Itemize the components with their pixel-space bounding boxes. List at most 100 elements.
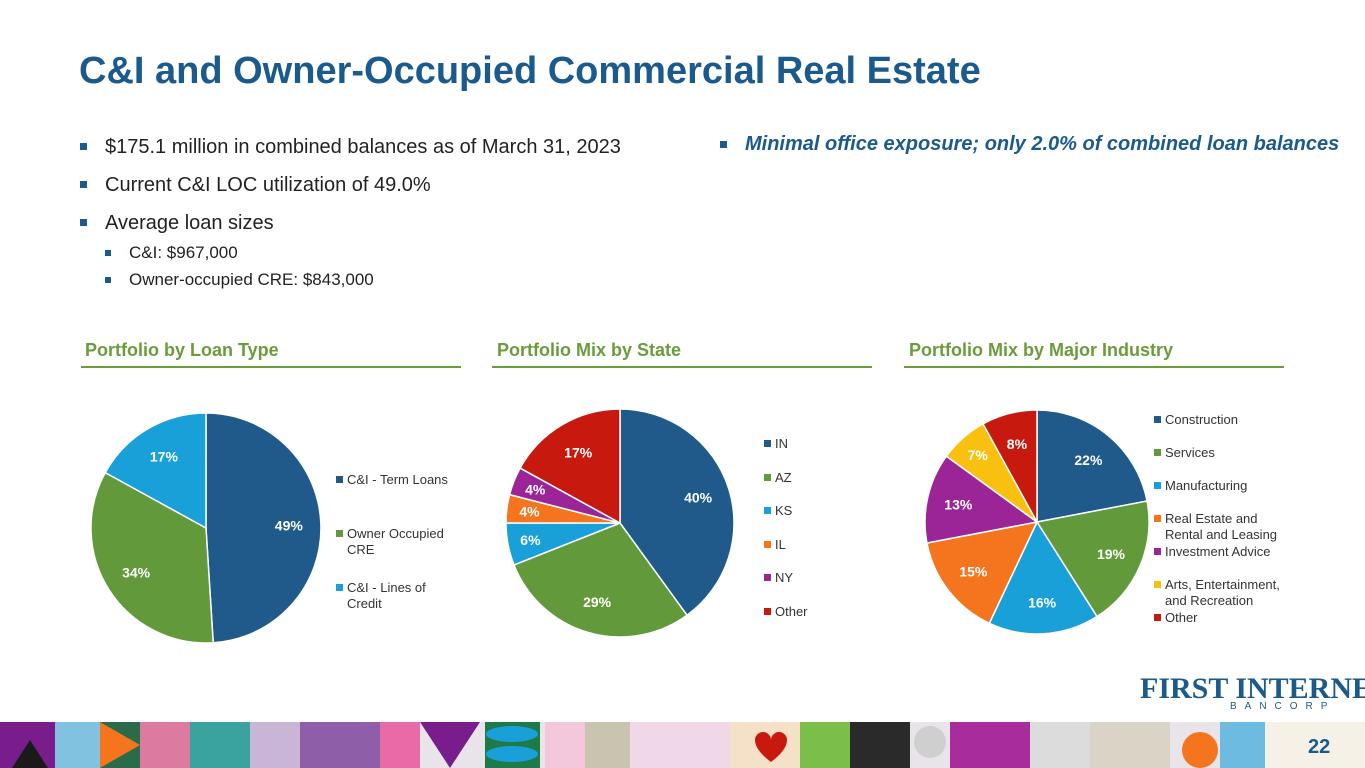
data-label-construction: 22%: [1074, 452, 1103, 468]
data-label-il: 4%: [519, 504, 540, 520]
pie-industry: 22% 19% 16% 15% 13% 7% 8%: [924, 409, 1150, 635]
company-logo: FIRST INTERNET BANCORP: [1140, 672, 1365, 712]
bullet-combined-balances: $175.1 million in combined balances as o…: [80, 134, 720, 160]
pie-slice-other: [519, 408, 621, 525]
legend-item-c-i-term-loans: C&I - Term Loans: [336, 472, 458, 488]
pie-slice-services: [1035, 500, 1150, 618]
pie-slice-real-estate-and-rental-and-leasing: [926, 520, 1039, 625]
legend-label: Real Estate and Rental and Leasing: [1165, 511, 1278, 542]
legend-item-investment-advice: Investment Advice: [1154, 544, 1296, 560]
legend-swatch: [336, 584, 343, 591]
pie-slice-az: [513, 522, 689, 638]
legend-label: KS: [775, 503, 793, 518]
chart-title-loan-type: Portfolio by Loan Type: [85, 340, 279, 360]
chart-title-state: Portfolio Mix by State: [497, 340, 682, 360]
pie-slice-in: [619, 408, 735, 617]
data-label-services: 19%: [1097, 546, 1126, 562]
data-label-other: 17%: [564, 444, 593, 460]
legend-swatch: [336, 530, 343, 537]
legend-swatch: [1154, 416, 1161, 423]
legend-item-az: AZ: [764, 470, 876, 486]
pie-slice-construction: [1036, 409, 1148, 523]
data-label-az: 29%: [583, 594, 612, 610]
data-label-investment-advice: 13%: [944, 496, 973, 512]
page-title: C&I and Owner-Occupied Commercial Real E…: [79, 50, 981, 92]
legend-item-arts-entertainment-and-recreation: Arts, Entertainment, and Recreation: [1154, 577, 1296, 609]
legend-label: Investment Advice: [1165, 544, 1271, 559]
pie-loan-type: 49% 34% 17%: [90, 412, 322, 644]
chart-loan-type: 49% 34% 17% C&I - Term Loans Owner Occupied…: [80, 380, 470, 660]
legend-label: IN: [775, 436, 788, 451]
chart-title-industry: Portfolio Mix by Major Industry: [909, 340, 1174, 360]
legend-swatch: [336, 476, 343, 483]
data-label-real-estate-and-rental-and-leasing: 15%: [959, 563, 988, 579]
legend-swatch: [1154, 581, 1161, 588]
subbullet-ci-size: C&I: $967,000: [80, 242, 720, 264]
bullet-loc-utilization: Current C&I LOC utilization of 49.0%: [80, 172, 720, 198]
section-divider: [492, 366, 872, 368]
legend-item-owner-occupied-cre: Owner Occupied CRE: [336, 526, 458, 558]
data-label-arts-entertainment-and-recreation: 7%: [968, 447, 989, 463]
pie-state: 40% 29% 6% 4% 4% 17%: [505, 408, 735, 638]
bullet-office-exposure: Minimal office exposure; only 2.0% of co…: [720, 132, 1345, 157]
data-label-c-i-term-loans: 49%: [275, 517, 304, 533]
legend-label: Construction: [1165, 412, 1238, 427]
data-label-c-i-lines-of-credit: 17%: [150, 449, 179, 465]
legend-item-manufacturing: Manufacturing: [1154, 478, 1296, 494]
legend-label: C&I - Term Loans: [347, 472, 448, 487]
legend-label: NY: [775, 570, 794, 585]
legend-item-il: IL: [764, 537, 876, 553]
legend-label: C&I - Lines of Credit: [347, 580, 426, 611]
pie-slice-other: [982, 409, 1038, 523]
legend-label: Arts, Entertainment, and Recreation: [1165, 577, 1280, 608]
legend-swatch: [1154, 548, 1161, 555]
legend-label: Manufacturing: [1165, 478, 1248, 493]
logo-subtitle: BANCORP: [1230, 701, 1336, 712]
legend-swatch: [764, 540, 771, 548]
decorative-banner: [0, 722, 1365, 768]
pie-slice-manufacturing: [988, 520, 1099, 635]
section-divider: [904, 366, 1284, 368]
chart-industry: 22% 19% 16% 15% 13% 7% 8% Construction Services…: [904, 380, 1324, 660]
legend-swatch: [764, 507, 771, 514]
data-label-owner-occupied-cre: 34%: [122, 564, 151, 580]
legend-swatch: [1154, 449, 1161, 456]
pie-slice-c-i-lines-of-credit: [104, 412, 207, 530]
legend-item-c-i-lines-of-credit: C&I - Lines of Credit: [336, 580, 458, 612]
logo-wordmark: FIRST INTERNET: [1140, 672, 1365, 705]
legend-swatch: [1154, 482, 1161, 489]
legend-swatch: [764, 440, 771, 447]
legend-label: IL: [775, 536, 786, 552]
bullet-list: $175.1 million in combined balances as o…: [80, 134, 720, 296]
data-label-ks: 6%: [520, 532, 541, 548]
bullet-average-loan-sizes: Average loan sizes: [80, 210, 720, 236]
data-label-manufacturing: 16%: [1028, 595, 1057, 611]
page-number: 22: [1308, 736, 1331, 758]
legend-item-real-estate-and-rental-and-leasing: Real Estate and Rental and Leasing: [1154, 511, 1296, 543]
subbullet-cre-size: Owner-occupied CRE: $843,000: [80, 269, 720, 291]
legend-label: AZ: [775, 469, 792, 485]
legend-label: Other: [1165, 610, 1198, 625]
legend-item-in: IN: [764, 436, 876, 452]
pie-slice-c-i-term-loans: [205, 412, 322, 644]
legend-swatch: [764, 574, 771, 581]
data-label-other: 8%: [1007, 436, 1028, 452]
legend-swatch: [1154, 515, 1161, 522]
data-label-ny: 4%: [525, 481, 546, 497]
legend-item-ks: KS: [764, 503, 876, 519]
legend-swatch: [764, 473, 771, 481]
legend-label: Owner Occupied CRE: [347, 526, 444, 557]
data-label-in: 40%: [684, 490, 713, 506]
legend-item-other: Other: [764, 604, 876, 620]
legend-item-construction: Construction: [1154, 412, 1296, 428]
pie-slice-investment-advice: [924, 455, 1039, 544]
legend-item-services: Services: [1154, 445, 1296, 461]
legend-item-other: Other: [1154, 610, 1296, 626]
legend-swatch: [1154, 614, 1161, 621]
legend-swatch: [764, 607, 771, 615]
legend-label: Services: [1165, 445, 1215, 460]
legend-label: Other: [775, 603, 808, 619]
section-divider: [81, 366, 461, 368]
legend-item-ny: NY: [764, 570, 876, 586]
chart-state: 40% 29% 6% 4% 4% 17% IN AZ KS IL NY Other: [492, 380, 882, 660]
